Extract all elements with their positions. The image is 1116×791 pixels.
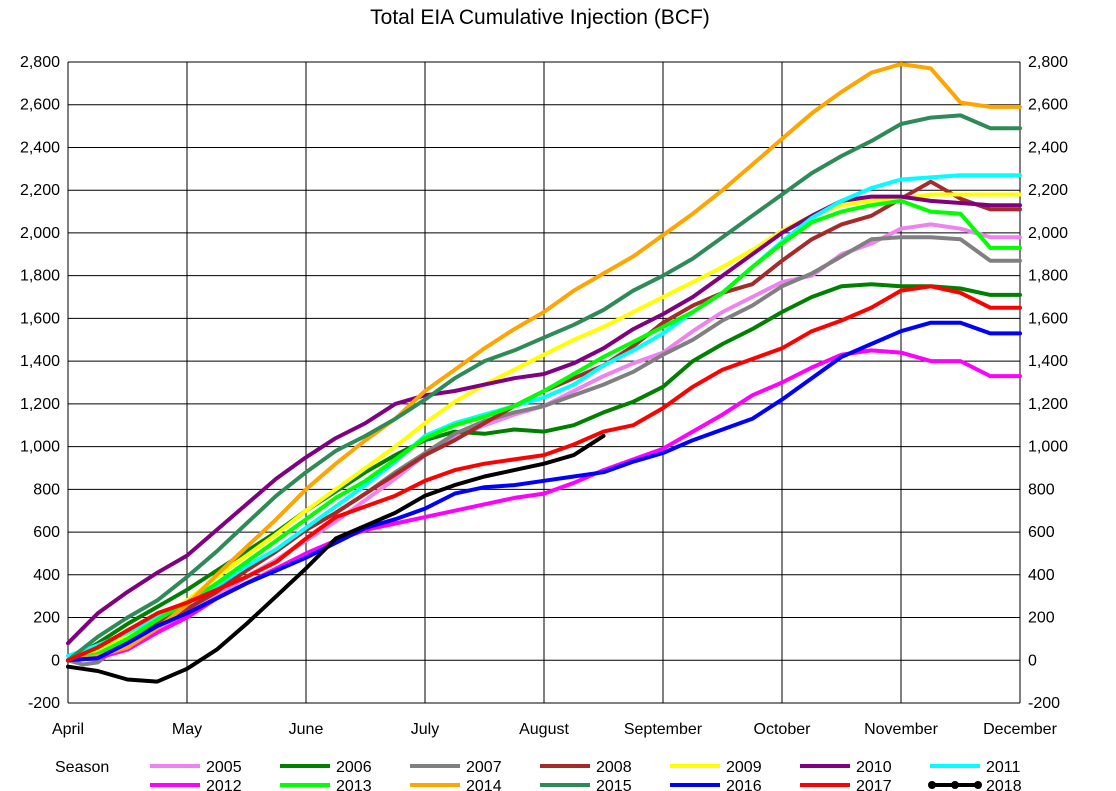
legend: Season 2005 2006 2007 2008 2009 2010 2011 2012 2… [55, 759, 1022, 791]
legend-label-2008: 2008 [596, 759, 632, 776]
y-tick-label-right: 2,000 [1028, 225, 1068, 242]
x-tick-label: October [754, 721, 812, 738]
y-tick-label-right: 1,000 [1028, 439, 1068, 456]
y-tick-label-left: 800 [33, 481, 60, 498]
y-tick-label-left: 0 [51, 652, 60, 669]
y-tick-label-right: 1,800 [1028, 268, 1068, 285]
y-tick-label-left: 1,600 [20, 310, 60, 327]
x-tick-label: December [983, 721, 1057, 738]
y-tick-label-left: 600 [33, 524, 60, 541]
y-tick-label-right: 600 [1028, 524, 1055, 541]
legend-label-2009: 2009 [726, 759, 762, 776]
x-tick-label: June [289, 721, 324, 738]
y-tick-label-left: 400 [33, 567, 60, 584]
legend-label-2006: 2006 [336, 759, 372, 776]
y-tick-label-left: 1,400 [20, 353, 60, 370]
legend-label-2013: 2013 [336, 778, 372, 791]
x-tick-label: July [411, 721, 439, 738]
y-tick-label-right: 1,600 [1028, 310, 1068, 327]
y-tick-label-right: 2,800 [1028, 54, 1068, 71]
y-tick-label-right: -200 [1028, 695, 1060, 712]
y-tick-label-left: 2,000 [20, 225, 60, 242]
y-tick-label-right: 1,400 [1028, 353, 1068, 370]
y-tick-label-right: 0 [1028, 652, 1037, 669]
y-tick-label-right: 200 [1028, 610, 1055, 627]
legend-label-2015: 2015 [596, 778, 632, 791]
y-tick-label-right: 2,600 [1028, 97, 1068, 114]
x-tick-label: September [624, 721, 703, 738]
series-line-2009 [66, 192, 1022, 663]
x-tick-label: May [172, 721, 202, 738]
x-tick-label: April [52, 721, 84, 738]
series-line-2018 [66, 433, 606, 684]
y-tick-label-left: 1,000 [20, 439, 60, 456]
legend-title: Season [55, 759, 109, 776]
y-tick-label-left: -200 [28, 695, 60, 712]
legend-marker [928, 781, 936, 789]
y-tick-label-left: 1,800 [20, 268, 60, 285]
y-tick-label-right: 800 [1028, 481, 1055, 498]
x-tick-label: August [519, 721, 569, 738]
chart-title: Total EIA Cumulative Injection (BCF) [370, 6, 710, 29]
y-tick-label-left: 1,200 [20, 396, 60, 413]
series-line-2014 [66, 62, 1022, 663]
legend-label-2014: 2014 [466, 778, 502, 791]
y-tick-label-right: 2,200 [1028, 182, 1068, 199]
series-line-2015 [66, 113, 1022, 663]
series-line-2013 [66, 198, 1022, 663]
series-line-2017 [66, 284, 1022, 663]
y-tick-label-right: 2,400 [1028, 139, 1068, 156]
y-tick-label-left: 2,200 [20, 182, 60, 199]
legend-label-2011: 2011 [986, 759, 1021, 776]
y-tick-label-right: 1,200 [1028, 396, 1068, 413]
gridlines [67, 61, 1021, 704]
legend-label-2007: 2007 [466, 759, 502, 776]
axes: -200 -200 0 0 200 200 400 400 600 600 800 800 1,000 1… [20, 54, 1068, 738]
legend-label-2017: 2017 [856, 778, 892, 791]
legend-marker [974, 781, 982, 789]
legend-label-2005: 2005 [206, 759, 242, 776]
y-tick-label-left: 200 [33, 610, 60, 627]
y-tick-label-left: 2,800 [20, 54, 60, 71]
legend-label-2012: 2012 [206, 778, 242, 791]
series-line-2011 [66, 173, 1022, 658]
legend-marker [951, 781, 959, 789]
y-tick-label-left: 2,400 [20, 139, 60, 156]
legend-label-2010: 2010 [856, 759, 892, 776]
series-line-2010 [66, 194, 1022, 646]
legend-label-2016: 2016 [726, 778, 762, 791]
y-tick-label-right: 400 [1028, 567, 1055, 584]
x-tick-label: November [864, 721, 938, 738]
series-lines [66, 62, 1022, 684]
y-tick-label-left: 2,600 [20, 97, 60, 114]
legend-label-2018: 2018 [986, 778, 1022, 791]
series-line-2016 [66, 320, 1022, 663]
